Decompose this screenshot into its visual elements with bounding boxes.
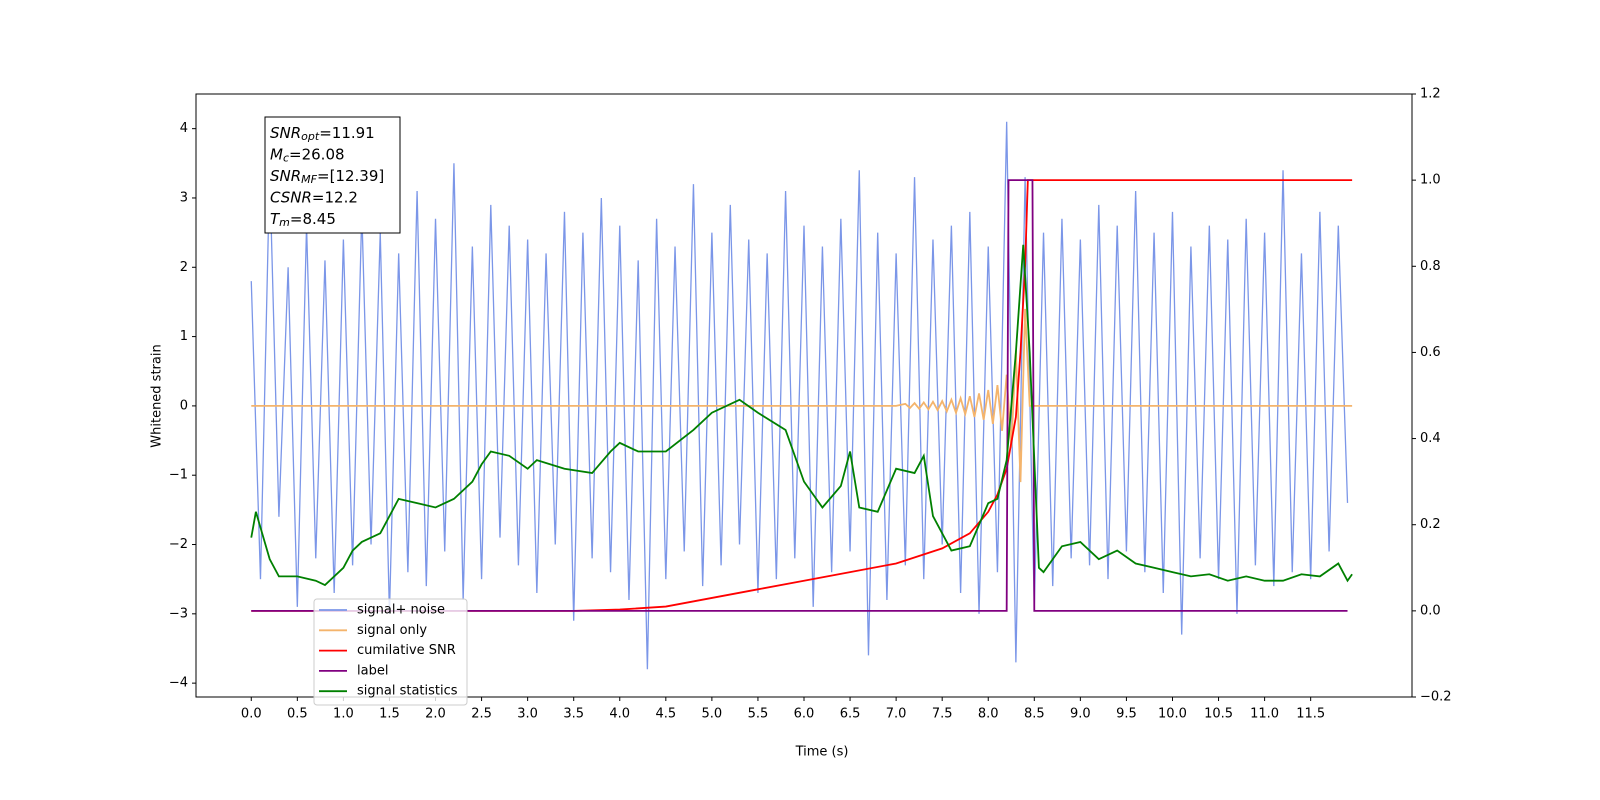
annotation-sub: MF [301,173,317,186]
y2-tick-label: 1.2 [1420,87,1441,102]
y2-tick-label: −0.2 [1420,690,1452,705]
x-tick-label: 4.5 [655,707,676,722]
series-line [251,179,1348,612]
y-tick-label: −3 [169,606,188,621]
y-tick-label: 2 [180,260,188,275]
annotation-sub: c [283,152,289,165]
y-tick-label: 3 [180,190,188,205]
annotation: CSNR=12.2 [270,188,358,206]
annotation-main: M [270,145,283,163]
annotation-main: CSNR [270,188,312,206]
x-tick-label: 0.5 [287,707,308,722]
x-tick-label: 10.0 [1158,707,1187,722]
x-tick-label: 8.0 [978,707,999,722]
y-tick-label: −4 [169,676,188,691]
legend-box [313,598,468,706]
annotation-main: SNR [270,167,301,185]
x-tick-label: 4.0 [609,707,630,722]
y2-tick-label: 0.0 [1420,603,1441,618]
series-line [251,179,1353,612]
x-tick-label: 11.5 [1296,707,1325,722]
y2-tick-label: 0.6 [1420,345,1441,360]
annotation-rest: =26.08 [289,145,345,163]
annotation-sub: m [279,216,290,229]
x-tick-label: 6.5 [840,707,861,722]
x-tick-label: 9.0 [1070,707,1091,722]
y-tick-label: −1 [169,468,188,483]
x-tick-label: 2.5 [471,707,492,722]
x-tick-label: 11.0 [1250,707,1279,722]
x-tick-label: 1.5 [379,707,400,722]
x-axis-label: Time (s) [795,745,849,760]
y2-tick-label: 0.4 [1420,431,1441,446]
x-tick-label: 6.0 [794,707,815,722]
legend-label: signal statistics [357,684,458,699]
x-tick-label: 3.5 [563,707,584,722]
annotation-rest: =[12.39] [317,167,384,185]
annotation: Mc=26.08 [270,145,345,165]
y-tick-label: −2 [169,537,188,552]
annotation-box [264,116,401,234]
x-tick-label: 7.0 [886,707,907,722]
annotation-rest: =11.91 [319,124,375,142]
legend-label: label [357,663,388,678]
x-tick-label: 3.0 [517,707,538,722]
y2-tick-label: 0.8 [1420,259,1441,274]
annotation-main: T [270,210,281,228]
legend-label: signal only [357,623,427,638]
x-tick-label: 1.0 [333,707,354,722]
series-line [250,244,1353,587]
series-line [250,121,1349,670]
annotation-sub: opt [301,130,320,143]
x-tick-label: 9.5 [1116,707,1137,722]
annotation-rest: =12.2 [312,188,358,206]
x-tick-label: 0.0 [241,707,262,722]
y2-tick-label: 1.0 [1420,173,1441,188]
x-tick-label: 2.0 [425,707,446,722]
legend-label: cumilative SNR [357,643,456,658]
x-tick-label: 10.5 [1204,707,1233,722]
y-tick-label: 4 [180,121,188,136]
legend-label: signal+ noise [357,603,445,618]
x-tick-label: 5.0 [702,707,723,722]
y2-tick-label: 0.2 [1420,517,1441,532]
y-tick-label: 0 [180,398,188,413]
y-axis-label: Whitened strain [150,344,165,447]
annotation-rest: =8.45 [290,210,336,228]
y-tick-label: 1 [180,329,188,344]
annotation: SNRMF=[12.39] [270,167,384,187]
x-tick-label: 7.5 [932,707,953,722]
annotation: SNRopt=11.91 [270,124,375,144]
annotation: Tm=8.45 [270,210,336,230]
x-tick-label: 8.5 [1024,707,1045,722]
annotation-main: SNR [270,124,301,142]
x-tick-label: 5.5 [748,707,769,722]
